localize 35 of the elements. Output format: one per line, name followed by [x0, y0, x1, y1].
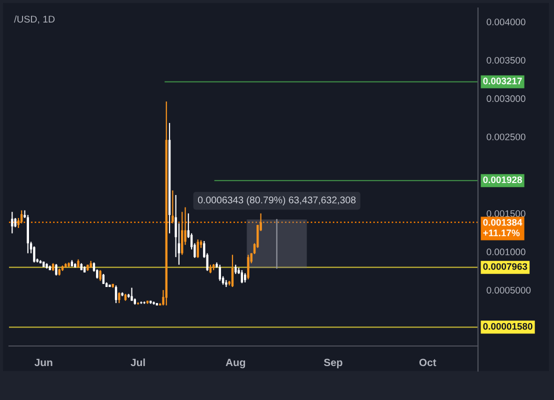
y-tick-label: 0.001500 — [486, 210, 526, 217]
candlestick — [234, 264, 237, 275]
candlestick — [114, 284, 118, 304]
y-tick-label: 0.0005000 — [486, 286, 531, 294]
ref-line-label: 0.0007963 — [483, 263, 528, 270]
x-tick-label: Oct — [419, 358, 436, 366]
y-tick-label: 0.003500 — [486, 56, 526, 64]
candlestick — [55, 263, 58, 276]
ref-line-label: 0.00001580 — [483, 323, 532, 330]
candlestick — [20, 210, 23, 224]
candlestick — [244, 272, 246, 283]
candlestick — [181, 211, 184, 256]
y-tick-label: 0.002500 — [486, 134, 526, 140]
candlestick — [33, 246, 36, 264]
y-tick-label: 0.004000 — [486, 18, 526, 26]
y-tick-label: 0.001000 — [486, 248, 526, 256]
text: /USD, 1D — [14, 15, 55, 24]
candlestick — [99, 270, 102, 282]
x-tick-label: Jul — [130, 358, 145, 366]
candlestick — [247, 254, 250, 280]
candlestick — [218, 264, 221, 282]
candlestick — [14, 217, 16, 228]
x-tick-label: Jun — [34, 358, 52, 366]
candlestick — [102, 273, 105, 284]
ref-line-label: 0.001384 +11.17% — [483, 219, 522, 236]
x-tick-label: Sep — [324, 358, 342, 368]
x-tick-label: Aug — [226, 358, 246, 368]
y-tick-label: 0.003000 — [486, 95, 526, 102]
candlestick — [118, 292, 120, 304]
candlestick — [172, 190, 174, 224]
ref-line-label: 0.003217 — [483, 78, 522, 84]
candlestick — [240, 270, 244, 284]
ref-line-label: 0.001928 — [483, 176, 522, 184]
band-label: 0.0006343 (80.79%) 63,437,632,308 — [198, 196, 356, 206]
candlestick — [130, 287, 133, 302]
